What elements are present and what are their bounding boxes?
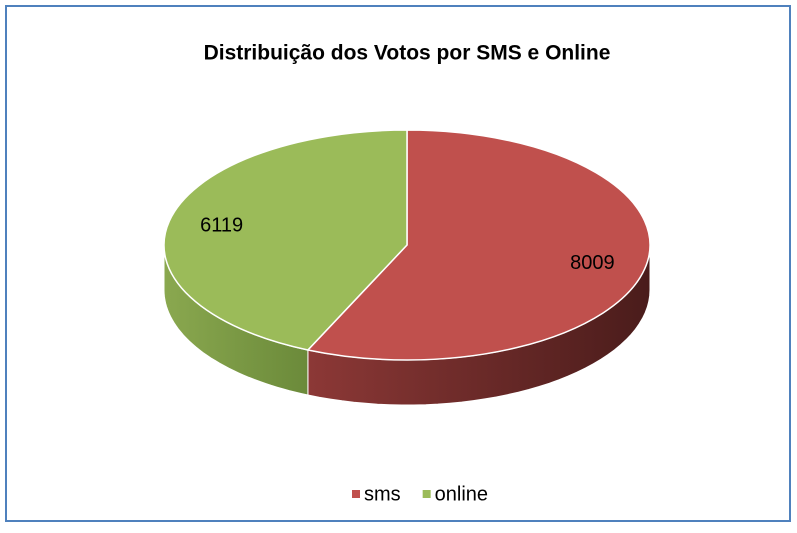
pie-slice [163, 129, 408, 351]
legend-swatch [422, 490, 431, 498]
legend-label: online [435, 483, 488, 505]
data-label: 6119 [200, 215, 243, 237]
pie-slice [306, 129, 651, 361]
legend-swatch [352, 490, 360, 498]
legend-label: sms [364, 483, 401, 505]
chart-title: Distribuição dos Votos por SMS e Online [204, 42, 611, 65]
data-label: 8009 [570, 252, 615, 274]
